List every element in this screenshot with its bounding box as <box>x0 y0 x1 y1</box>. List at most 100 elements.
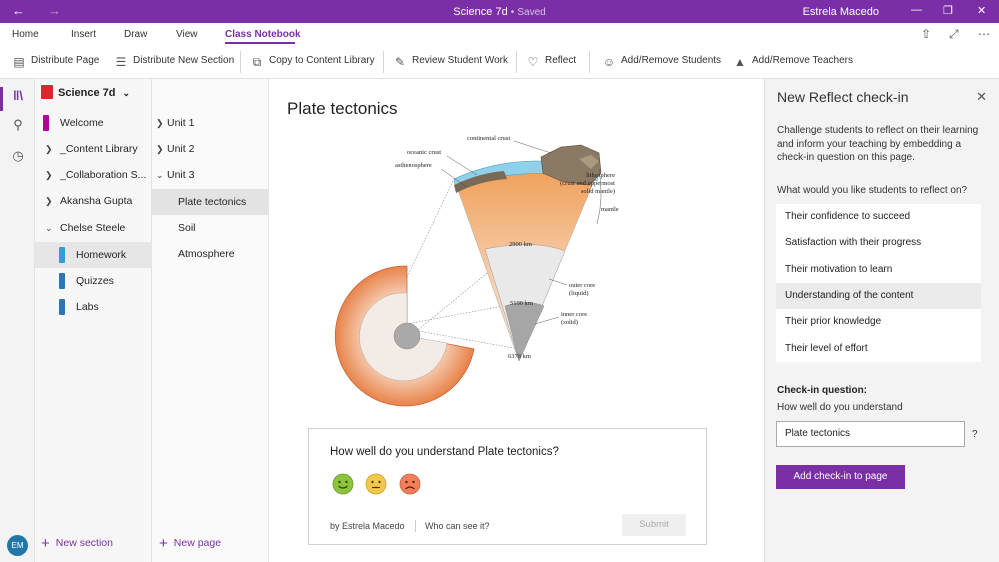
option-understanding[interactable]: Understanding of the content <box>776 283 981 309</box>
new-section-label: New section <box>55 537 113 549</box>
label-leader <box>446 155 478 176</box>
section-group-content-library[interactable]: ❯ _Content Library <box>35 136 152 162</box>
distribute-section-button[interactable]: ☰ Distribute New Section <box>114 55 235 69</box>
restore-icon[interactable]: ❐ <box>943 5 953 17</box>
submit-button[interactable]: Submit <box>622 514 686 536</box>
distribute-page-button[interactable]: ▤ Distribute Page <box>12 55 99 69</box>
page-atmosphere[interactable]: Atmosphere <box>152 241 269 267</box>
option-effort[interactable]: Their level of effort <box>785 343 868 354</box>
notebook-name: Science 7d <box>58 87 116 99</box>
new-page-button[interactable]: + New page <box>159 535 221 552</box>
page-unit-3[interactable]: ⌄ Unit 3 <box>152 162 269 188</box>
add-remove-teachers-button[interactable]: ▲ Add/Remove Teachers <box>733 55 853 69</box>
chevron-right-icon: ❯ <box>45 144 53 154</box>
section-label: Akansha Gupta <box>60 195 133 207</box>
share-icon[interactable]: ⇧ <box>921 27 932 41</box>
reflect-topic-prompt: What would you like students to reflect … <box>777 185 968 196</box>
check-in-question-label: Check-in question: <box>777 385 868 396</box>
forward-arrow-icon[interactable]: → <box>48 3 61 18</box>
continent-block <box>540 144 602 186</box>
section-pane: Science 7d ⌄ Welcome ❯ _Content Library … <box>35 79 152 562</box>
minimize-icon[interactable]: — <box>911 4 922 16</box>
depth-5100-label: 5100 km <box>510 300 533 307</box>
section-homework[interactable]: Homework <box>35 242 152 268</box>
section-quizzes[interactable]: Quizzes <box>35 268 152 294</box>
menu-class-notebook[interactable]: Class Notebook <box>225 29 301 40</box>
author-byline: by Estrela Macedo <box>330 521 405 531</box>
option-confidence[interactable]: Their confidence to succeed <box>785 211 911 222</box>
window-title: Science 7d • Saved <box>0 6 999 18</box>
chevron-down-icon: ⌄ <box>45 223 53 233</box>
recent-clock-icon[interactable]: ◷ <box>12 148 24 163</box>
panel-description: Challenge students to reflect on their l… <box>777 125 979 163</box>
notebooks-icon[interactable]: ‖\ <box>12 88 24 103</box>
chevron-down-icon: ⌄ <box>156 170 164 180</box>
page-title[interactable]: Plate tectonics <box>287 99 398 118</box>
menu-draw[interactable]: Draw <box>124 29 148 40</box>
neutral-face-icon[interactable] <box>365 473 387 495</box>
new-section-button[interactable]: + New section <box>41 535 113 552</box>
option-prior-knowledge[interactable]: Their prior knowledge <box>785 316 882 327</box>
chevron-right-icon: ❯ <box>45 170 53 180</box>
avatar[interactable]: EM <box>7 535 28 556</box>
review-student-work-button[interactable]: ✎ Review Student Work <box>393 55 508 69</box>
connector-line <box>406 303 515 325</box>
sad-face-icon[interactable] <box>399 473 421 495</box>
check-in-topic-input[interactable]: Plate tectonics <box>776 421 965 447</box>
panel-title: New Reflect check-in <box>777 89 909 105</box>
who-can-see-link[interactable]: Who can see it? <box>425 521 490 531</box>
menu-insert[interactable]: Insert <box>71 29 97 40</box>
outer-core-sub-label: (liquid) <box>569 290 589 297</box>
section-tab-icon <box>59 273 65 289</box>
page-unit-1[interactable]: ❯ Unit 1 <box>152 110 269 136</box>
label-leader <box>534 316 560 325</box>
copy-to-library-button[interactable]: ⧉ Copy to Content Library <box>250 55 375 69</box>
option-motivation[interactable]: Their motivation to learn <box>785 264 893 275</box>
menu-home[interactable]: Home <box>12 29 39 40</box>
search-icon[interactable]: ⚲ <box>13 117 23 132</box>
notebook-selector[interactable]: Science 7d ⌄ <box>41 85 130 105</box>
close-icon[interactable]: ✕ <box>977 5 987 17</box>
depth-2900-label: 2900 km <box>509 241 532 248</box>
close-icon[interactable]: ✕ <box>976 89 987 104</box>
add-check-in-button[interactable]: Add check-in to page <box>776 465 905 489</box>
active-tab-indicator <box>225 42 295 44</box>
chevron-down-icon: ⌄ <box>122 88 131 98</box>
page-unit-2[interactable]: ❯ Unit 2 <box>152 136 269 162</box>
help-icon[interactable]: ? <box>972 429 978 440</box>
review-student-work-label: Review Student Work <box>412 55 508 66</box>
more-options-icon[interactable]: ⋯ <box>978 27 990 41</box>
option-satisfaction[interactable]: Satisfaction with their progress <box>785 237 922 248</box>
happy-face-icon[interactable] <box>332 473 354 495</box>
section-labs[interactable]: Labs <box>35 294 152 320</box>
depth-6378-label: 6378 km <box>508 353 531 360</box>
rail-active-indicator <box>0 87 3 111</box>
page-soil[interactable]: Soil <box>152 215 269 241</box>
section-group-akansha[interactable]: ❯ Akansha Gupta <box>35 188 152 214</box>
lithosphere-sub-label-1: (crust and uppermost <box>560 180 615 187</box>
menu-view[interactable]: View <box>176 29 198 40</box>
distribute-section-icon: ☰ <box>115 55 127 69</box>
section-welcome[interactable]: Welcome <box>35 110 152 136</box>
section-group-chelse[interactable]: ⌄ Chelse Steele <box>35 215 152 241</box>
section-group-collaboration[interactable]: ❯ _Collaboration S... <box>35 162 152 188</box>
title-bar: ← → Science 7d • Saved Estrela Macedo — … <box>0 0 999 23</box>
add-remove-students-label: Add/Remove Students <box>621 55 722 66</box>
section-tab-icon <box>43 115 49 131</box>
page-pane: ❯ Unit 1 ❯ Unit 2 ⌄ Unit 3 Plate tectoni… <box>152 79 269 562</box>
ribbon-divider <box>383 51 384 73</box>
plus-icon: + <box>41 535 50 552</box>
fullscreen-icon[interactable]: ⤢ <box>949 27 959 41</box>
label-leader <box>440 168 468 188</box>
chevron-right-icon: ❯ <box>156 144 164 154</box>
outer-core-label: outer core <box>569 282 595 289</box>
label-leader <box>548 278 568 286</box>
user-name[interactable]: Estrela Macedo <box>802 6 879 18</box>
section-label: _Collaboration S... <box>60 169 147 181</box>
back-arrow-icon[interactable]: ← <box>12 3 25 18</box>
add-remove-students-button[interactable]: ☺ Add/Remove Students <box>602 55 721 69</box>
page-canvas[interactable]: Plate tectonics <box>269 79 764 562</box>
page-plate-tectonics[interactable]: Plate tectonics <box>152 189 269 215</box>
section-label: Welcome <box>60 117 104 129</box>
reflect-button[interactable]: ♡ Reflect <box>526 55 577 69</box>
